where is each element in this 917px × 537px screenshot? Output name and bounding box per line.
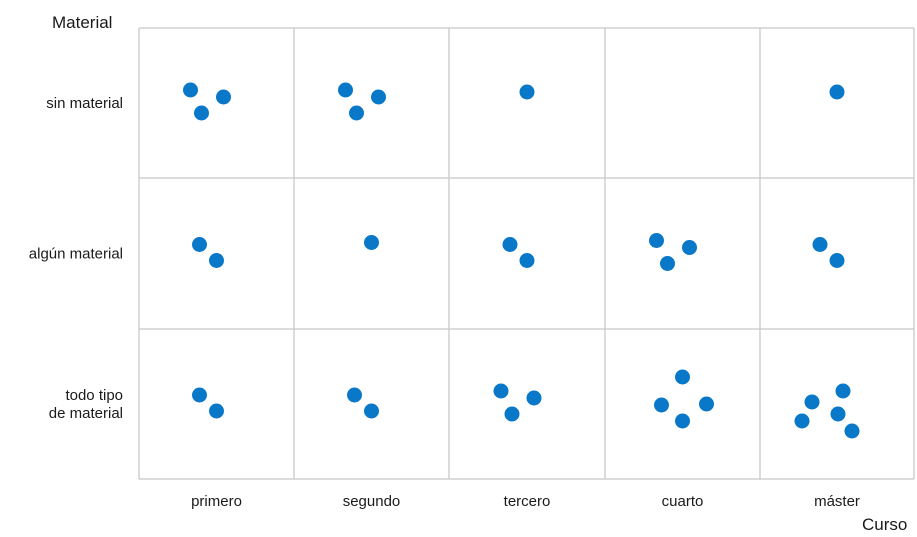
y-axis-title: Material: [52, 13, 112, 32]
data-point-0-1-0: [192, 237, 207, 252]
col-label-2: tercero: [504, 493, 551, 510]
data-point-3-2-0: [654, 397, 669, 413]
data-point-1-2-1: [364, 403, 379, 419]
data-point-0-2-1: [209, 403, 224, 419]
data-point-0-0-0: [183, 82, 198, 98]
grid: [138, 27, 915, 480]
data-point-4-2-4: [844, 423, 860, 439]
data-point-1-0-0: [338, 82, 353, 98]
data-point-4-1-0: [812, 237, 828, 252]
data-point-4-2-1: [835, 383, 851, 399]
row-labels: sin material algún material todo tipo de ma…: [29, 95, 123, 422]
col-label-3: cuarto: [662, 493, 704, 510]
data-point-1-0-1: [371, 89, 386, 105]
data-point-2-1-1: [519, 253, 535, 268]
data-point-2-2-0: [493, 383, 509, 399]
data-point-3-1-1: [682, 240, 697, 255]
data-point-1-0-2: [349, 105, 364, 121]
row-label-line: sin material: [46, 95, 123, 112]
data-points: [183, 82, 860, 439]
data-point-4-2-3: [830, 406, 846, 422]
data-point-3-2-1: [675, 369, 690, 385]
data-point-4-2-2: [794, 413, 810, 429]
data-point-0-1-1: [209, 253, 224, 268]
data-point-2-1-0: [502, 237, 518, 252]
row-label-line: de material: [49, 405, 123, 422]
data-point-0-0-2: [194, 105, 209, 121]
data-point-0-0-1: [216, 89, 231, 105]
data-point-4-2-0: [804, 394, 820, 410]
data-point-2-2-2: [504, 406, 520, 422]
data-point-1-2-0: [347, 387, 362, 403]
data-point-3-1-2: [660, 256, 675, 271]
data-point-4-0-0: [829, 84, 845, 100]
col-label-4: máster: [814, 493, 860, 510]
row-label-1: algún material: [29, 246, 123, 263]
data-point-3-2-3: [675, 413, 690, 429]
row-label-line: todo tipo: [65, 387, 123, 404]
x-axis-title: Curso: [862, 515, 907, 534]
col-label-0: primero: [191, 493, 242, 510]
row-label-0: sin material: [46, 95, 123, 112]
row-label-line: algún material: [29, 246, 123, 263]
data-point-1-1-0: [364, 235, 379, 250]
data-point-0-2-0: [192, 387, 207, 403]
data-point-2-2-1: [526, 390, 542, 406]
data-point-3-2-2: [699, 396, 714, 412]
col-labels: primero segundo tercero cuarto máster: [191, 493, 860, 510]
row-label-2: todo tipo de material: [49, 387, 123, 422]
col-label-1: segundo: [343, 493, 401, 510]
data-point-3-1-0: [649, 233, 664, 248]
data-point-2-0-0: [519, 84, 535, 100]
data-point-4-1-1: [829, 253, 845, 268]
